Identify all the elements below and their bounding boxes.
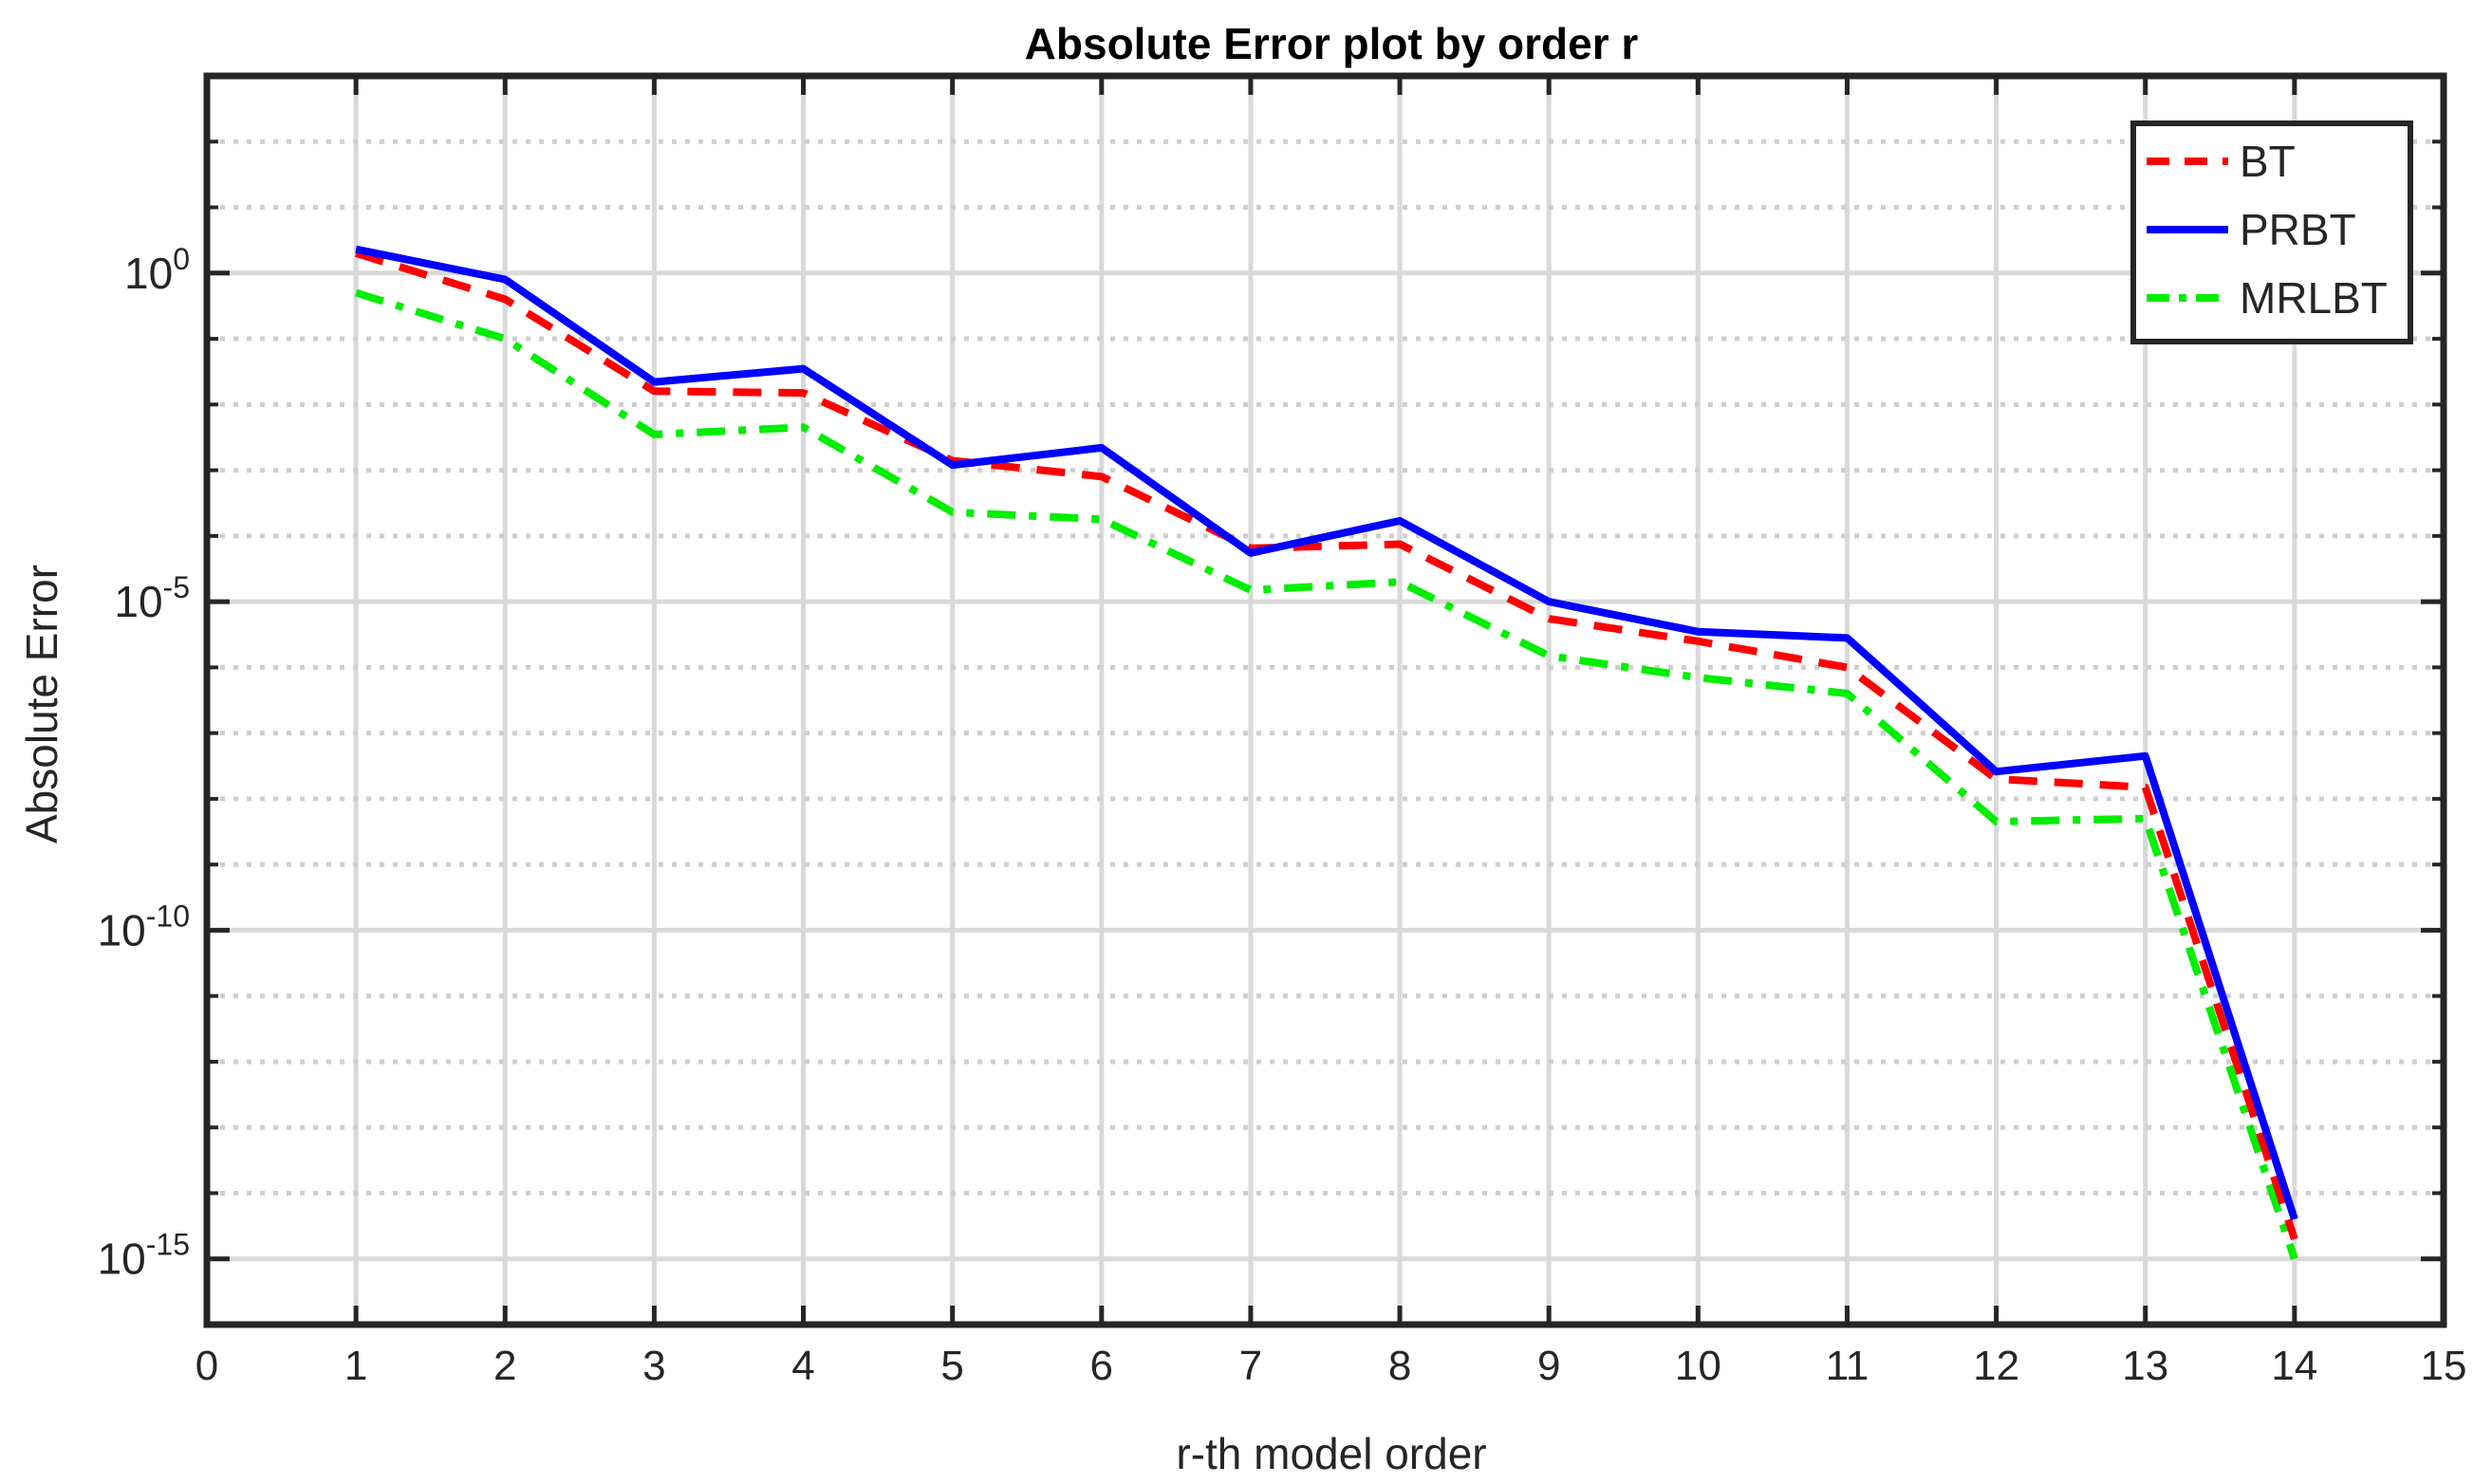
x-tick-label: 9 — [1537, 1343, 1560, 1389]
x-tick-label: 6 — [1090, 1343, 1113, 1389]
x-tick-label: 13 — [2122, 1343, 2168, 1389]
x-tick-label: 5 — [940, 1343, 963, 1389]
x-tick-label: 11 — [1826, 1343, 1869, 1389]
x-tick-label: 14 — [2271, 1343, 2317, 1389]
series-line-mrlbt — [354, 288, 2298, 1260]
chart-title: Absolute Error plot by order r — [1025, 19, 1639, 68]
axes-box — [203, 72, 2447, 1328]
x-tick-label: 3 — [642, 1343, 665, 1389]
x-tick-label: 4 — [791, 1343, 814, 1389]
legend: BT PRBT MRLBT — [2130, 121, 2413, 344]
series-layer — [354, 245, 2298, 1260]
legend-label-mrlbt: MRLBT — [2240, 273, 2388, 323]
series-line-bt — [354, 250, 2298, 1241]
x-tick-label: 2 — [493, 1343, 516, 1389]
y-axis-label: Absolute Error — [17, 565, 66, 844]
y-tick-label: 10-15 — [98, 1228, 190, 1284]
x-tick-label: 15 — [2421, 1343, 2467, 1389]
x-tick-label: 10 — [1675, 1343, 1721, 1389]
legend-label-bt: BT — [2240, 137, 2296, 186]
legend-label-prbt: PRBT — [2240, 205, 2356, 254]
x-tick-label: 12 — [1973, 1343, 2019, 1389]
grid — [207, 73, 2444, 1327]
series-line-prbt — [355, 245, 2298, 1221]
x-tick-label: 1 — [344, 1343, 367, 1389]
x-tick-label: 7 — [1239, 1343, 1262, 1389]
x-axis-label: r-th model order — [1176, 1429, 1486, 1478]
x-tick-label: 8 — [1388, 1343, 1411, 1389]
y-tick-label: 10-5 — [114, 570, 190, 626]
x-tick-label: 0 — [195, 1343, 218, 1389]
y-tick-label: 100 — [124, 242, 190, 298]
y-tick-label: 10-10 — [98, 899, 190, 955]
